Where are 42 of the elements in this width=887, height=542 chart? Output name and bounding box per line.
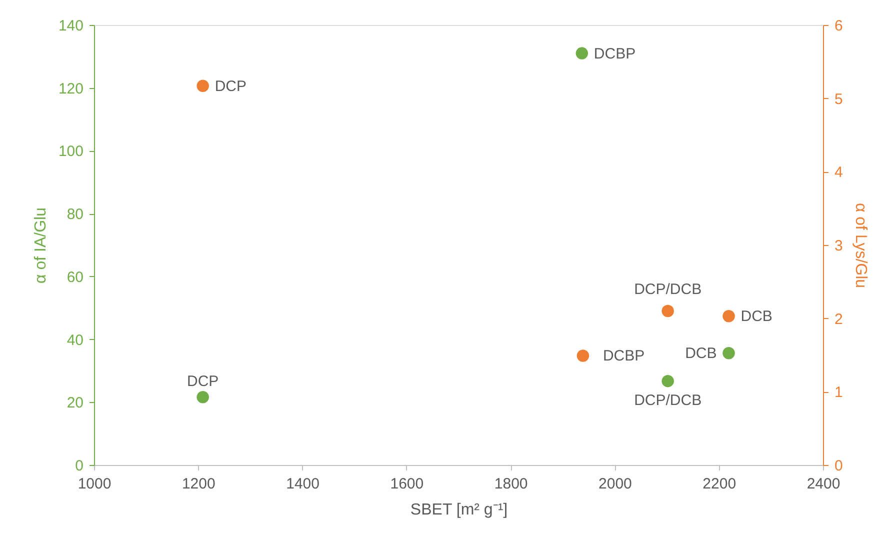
x-tick-label: 1000 — [78, 476, 112, 492]
annotation: DCB — [740, 308, 772, 326]
point — [196, 80, 209, 92]
annotation: DCP — [214, 78, 246, 95]
x-tick-label: 1800 — [494, 476, 528, 492]
y-tick-label: 20 — [66, 394, 84, 412]
y-axis-title: α of IA/Glu — [32, 208, 50, 284]
point — [576, 350, 590, 362]
point — [576, 47, 588, 60]
y-tick-label: 120 — [58, 80, 84, 98]
annotation: DCB — [685, 345, 717, 362]
y-tick-label: 80 — [66, 206, 84, 224]
y2-tick-label: 3 — [834, 238, 843, 254]
x-axis-title: SBET [m² g⁻¹] — [410, 502, 508, 518]
y-tick-label: 40 — [66, 332, 84, 349]
y-tick-label: 140 — [58, 18, 84, 34]
y2-tick-label: 1 — [834, 384, 843, 402]
x-tick-label: 1400 — [286, 476, 320, 492]
y-tick-label: 100 — [58, 143, 84, 160]
point — [196, 391, 209, 404]
y2-tick-label: 6 — [834, 18, 843, 34]
y-tick-label: 0 — [75, 458, 84, 474]
y2-tick-label: 2 — [834, 310, 843, 328]
x-tick-label: 1200 — [182, 476, 216, 492]
x-tick-label: 2000 — [598, 476, 632, 492]
point — [662, 374, 674, 388]
y2-tick-label: 4 — [834, 164, 843, 182]
x-tick-label: 1600 — [390, 476, 424, 492]
x-tick-label: 2400 — [806, 476, 840, 492]
annotation: DCP/DCB — [634, 281, 702, 298]
y-tick-label: 60 — [66, 268, 84, 286]
y2-tick-label: 0 — [834, 458, 843, 474]
annotation: DCBP — [602, 348, 645, 365]
annotation: DCP — [186, 373, 219, 390]
annotation: DCP/DCB — [634, 392, 702, 410]
point — [722, 310, 735, 322]
point — [662, 304, 674, 318]
y2-axis-title: α of Lys/Glu — [852, 202, 869, 288]
y2-tick-label: 5 — [834, 90, 843, 108]
annotation: DCBP — [594, 45, 636, 62]
x-tick-label: 2200 — [702, 476, 736, 492]
point — [722, 347, 735, 360]
